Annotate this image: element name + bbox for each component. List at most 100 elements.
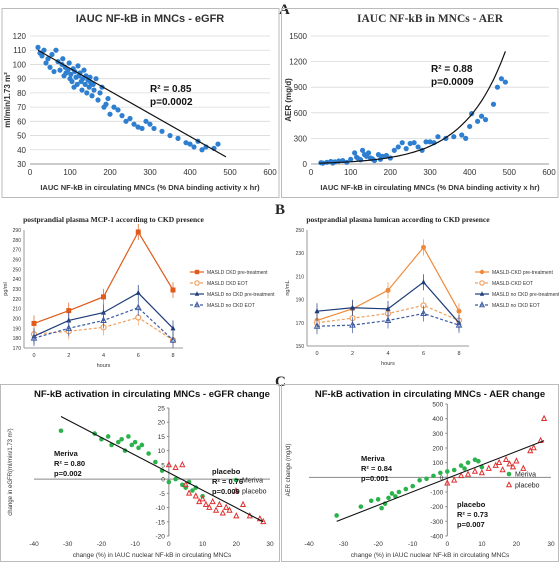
data-point [175, 135, 181, 141]
x-tick-label: -20 [373, 541, 383, 548]
data-point [444, 479, 451, 486]
legend-marker [194, 269, 200, 275]
data-point [169, 336, 177, 343]
x-tick-label: -40 [29, 541, 39, 548]
chart-mcp1: postprandial plasma MCP-1 according to C… [3, 216, 275, 369]
data-point [134, 303, 142, 311]
legend-marker [479, 291, 485, 296]
data-point [463, 135, 469, 141]
data-point [498, 76, 504, 82]
chart-frame [281, 8, 559, 198]
data-point [93, 76, 99, 82]
data-point [47, 64, 53, 70]
data-point [199, 147, 205, 153]
data-point [384, 316, 392, 323]
data-point [129, 442, 135, 448]
data-point [66, 317, 72, 323]
y-axis-label: AER (mg/d) [284, 78, 293, 122]
data-point [147, 121, 153, 127]
meriva-stat-label: p=0.002 [54, 469, 82, 478]
chart-title: postprandial plasma MCP-1 according to C… [23, 216, 204, 224]
y-tick-label: 10 [158, 448, 166, 455]
x-tick-label: -10 [408, 541, 418, 548]
data-point [170, 287, 176, 293]
data-point [143, 118, 149, 124]
y-tick-label: 100 [13, 60, 27, 69]
trend-line [336, 440, 545, 522]
data-point [97, 90, 103, 96]
data-point [530, 444, 537, 451]
data-point [119, 113, 125, 119]
data-point [90, 81, 96, 87]
x-axis-label: IAUC NF-kB in circulating MNCs (% DNA bi… [40, 183, 260, 192]
data-point [79, 87, 85, 93]
data-point [105, 95, 111, 102]
x-tick-label: 8 [457, 351, 460, 357]
y-tick-label: 120 [13, 32, 27, 41]
data-point [135, 229, 141, 235]
data-point [375, 497, 381, 502]
data-point [45, 56, 51, 62]
data-point [139, 442, 145, 448]
data-point [411, 140, 417, 146]
panel-label-c: C [275, 374, 286, 390]
data-point [456, 308, 462, 314]
y-tick-label: 170 [13, 346, 22, 352]
y-tick-label: 250 [13, 267, 22, 273]
data-point [199, 495, 206, 502]
y-tick-label: 500 [432, 402, 443, 409]
y-axis-label: AER change (mg/d) [286, 444, 292, 497]
data-point [350, 304, 355, 310]
data-point [499, 466, 506, 473]
x-tick-label: 500 [223, 168, 237, 177]
data-point [74, 81, 80, 87]
data-point [43, 60, 49, 66]
data-point [379, 153, 385, 159]
data-point [349, 321, 356, 328]
data-point [421, 279, 426, 285]
legend-label: placebo [242, 489, 267, 496]
data-point [84, 90, 90, 96]
chart-aer: IAUC NF-kB in MNCs - AER 0 300 600 900 1200 15… [281, 8, 559, 198]
x-tick-label: 0 [315, 351, 318, 357]
data-point [458, 471, 465, 479]
x-axis-label: hours [381, 361, 395, 367]
data-point [66, 60, 72, 66]
legend-marker [194, 280, 200, 286]
data-point [420, 309, 427, 317]
data-point [334, 513, 339, 518]
data-point [472, 457, 478, 463]
data-point [82, 81, 88, 87]
y-tick-label: -10 [155, 505, 165, 512]
data-point [75, 63, 81, 69]
data-point [132, 439, 138, 445]
x-tick-label: 100 [63, 168, 77, 177]
y-tick-label: 50 [17, 132, 26, 141]
y-tick-label: -20 [155, 534, 165, 541]
x-tick-label: -20 [97, 541, 107, 548]
placebo-stat-label: p=0.009 [212, 487, 240, 496]
x-tick-label: 4 [386, 351, 389, 357]
x-tick-label: 0 [28, 168, 33, 177]
chart-title: IAUC NF-kB in MNCs - eGFR [76, 13, 225, 25]
data-point [107, 111, 113, 117]
y-tick-label: 600 [294, 109, 308, 118]
data-point [233, 512, 240, 519]
meriva-stat-label: R² = 0.84 [361, 464, 393, 473]
x-tick-label: 20 [513, 541, 521, 548]
y-tick-label: 1200 [289, 58, 307, 67]
y-tick-label: 70 [17, 103, 26, 112]
data-point [423, 139, 429, 145]
data-point [123, 118, 129, 124]
meriva-stat-label: Meriva [361, 454, 386, 463]
data-point [359, 147, 366, 153]
data-point [115, 107, 121, 113]
x-tick-label: 30 [266, 541, 274, 548]
data-point [153, 459, 158, 465]
y-tick-label: -200 [430, 504, 443, 511]
x-tick-label: 4 [102, 353, 105, 359]
data-point [417, 477, 422, 483]
data-point [173, 476, 178, 482]
data-point [65, 324, 73, 331]
placebo-stat-label: placebo [212, 467, 241, 476]
